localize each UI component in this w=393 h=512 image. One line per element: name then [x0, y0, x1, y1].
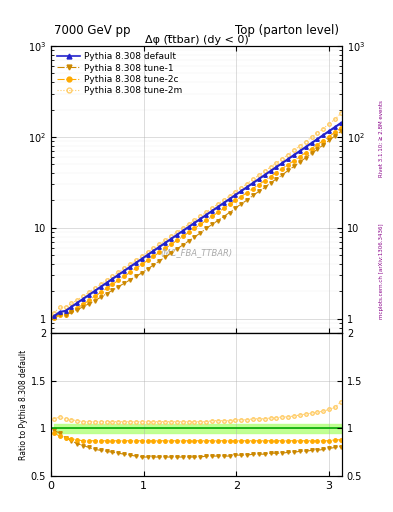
Text: 7000 GeV pp: 7000 GeV pp [54, 25, 130, 37]
Y-axis label: Ratio to Pythia 8.308 default: Ratio to Pythia 8.308 default [19, 349, 28, 460]
Legend: Pythia 8.308 default, Pythia 8.308 tune-1, Pythia 8.308 tune-2c, Pythia 8.308 tu: Pythia 8.308 default, Pythia 8.308 tune-… [55, 51, 185, 97]
Title: Δφ (t̅tbar) (dy < 0): Δφ (t̅tbar) (dy < 0) [145, 35, 248, 45]
Text: Rivet 3.1.10; ≥ 2.8M events: Rivet 3.1.10; ≥ 2.8M events [379, 100, 384, 177]
Text: (MC_FBA_TTBAR): (MC_FBA_TTBAR) [160, 248, 233, 257]
Text: mcplots.cern.ch [arXiv:1306.3436]: mcplots.cern.ch [arXiv:1306.3436] [379, 224, 384, 319]
Text: Top (parton level): Top (parton level) [235, 25, 339, 37]
